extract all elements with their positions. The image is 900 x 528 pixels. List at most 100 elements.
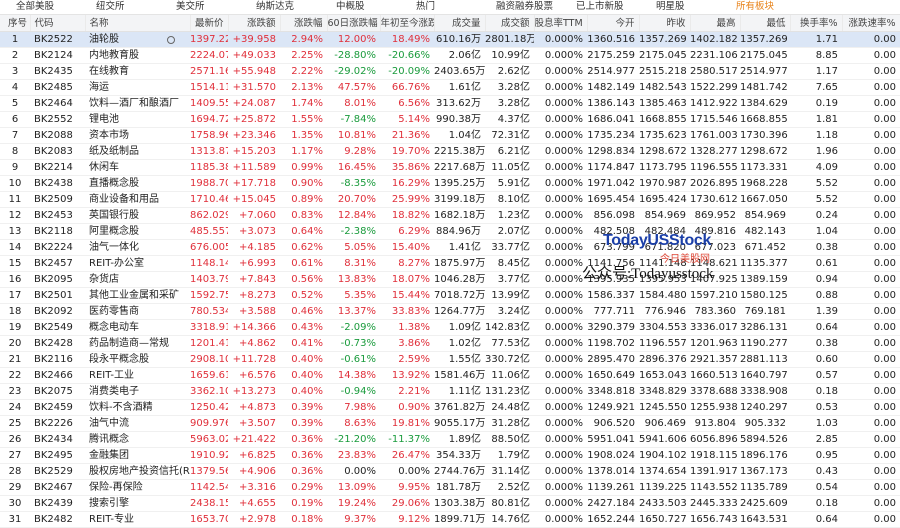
table-cell: -20.66%	[380, 47, 434, 64]
tab[interactable]: 已上市新股	[576, 1, 624, 12]
table-row[interactable]: 18 BK2092 医药零售商 780.534 +3.588 0.46% 13.37% 33.…	[0, 303, 900, 320]
row-icon[interactable]	[167, 36, 175, 44]
table-cell: 13.92%	[380, 367, 434, 384]
tab[interactable]: 中概股	[336, 1, 365, 12]
column-header[interactable]: 最低	[740, 15, 791, 32]
table-row[interactable]: 21BK2116段永平概念股2908.104+11.7280.40%-0.61%…	[0, 351, 900, 368]
table-row[interactable]: 22BK2466REIT-工业1659.619+6.5760.40%14.38%…	[0, 367, 900, 384]
table-row[interactable]: 28BK2529股权房地产投资信托(REIT1379.560+4.9060.36…	[0, 463, 900, 480]
table-cell: 1303.38万	[434, 495, 485, 512]
table-cell: +14.366	[228, 319, 280, 336]
table-row[interactable]: 13 BK2118 阿里概念股 485.557 +3.073 0.64% -2.38% 6.2…	[0, 223, 900, 240]
table-row[interactable]: 14 BK2224 油气一体化 676.005 +4.185 0.62% 5.05% 15.4…	[0, 239, 900, 256]
table-row[interactable]: 16BK2095杂货店1403.796+7.8430.56%13.83%18.0…	[0, 271, 900, 288]
tab[interactable]: 纳斯达克	[256, 1, 295, 12]
table-row[interactable]: 4BK2485海运1514.113+31.5702.13%47.57%66.76…	[0, 79, 900, 96]
table-row[interactable]: 25 BK2226 油气中流 909.976 +3.507 0.39% 8.63% 19.81…	[0, 415, 900, 432]
table-cell: 搜索引擎	[85, 495, 190, 512]
table-row[interactable]: 20BK2428药品制造商—常规1201.419+4.8620.41%-0.73…	[0, 335, 900, 352]
column-header[interactable]: 涨跌额	[228, 15, 281, 32]
table-cell: 0.000%	[534, 511, 587, 528]
table-row[interactable]: 5BK2464饮料—酒厂和酿酒厂1409.550+24.0871.74%8.01…	[0, 95, 900, 112]
table-cell: 1374.654	[639, 463, 690, 480]
table-cell: 0.000%	[534, 255, 587, 272]
table-cell: 2224.078	[190, 47, 228, 64]
table-cell: 1668.855	[740, 111, 790, 128]
column-header[interactable]: 年初至今涨跌	[380, 15, 435, 32]
table-cell: 资本市场	[85, 127, 190, 144]
table-row[interactable]: 1BK2522油轮股1397.227+39.9582.94%12.00%18.4…	[0, 31, 900, 48]
table-cell: 12	[0, 207, 30, 224]
table-cell: 9	[0, 159, 30, 176]
column-header[interactable]: 今开	[587, 15, 640, 32]
table-cell: +55.948	[228, 63, 280, 80]
table-row[interactable]: 27BK2495金融集团1910.927+6.8250.36%23.83%26.…	[0, 447, 900, 464]
column-header[interactable]: 序号	[0, 15, 31, 32]
table-cell: 0.62%	[280, 239, 327, 256]
table-cell: BK2453	[30, 207, 85, 224]
table-row[interactable]: 6BK2552锂电池1694.727+25.8721.55%-7.84%5.14…	[0, 111, 900, 128]
column-header[interactable]: 成交额	[485, 15, 535, 32]
table-cell: 1328.277	[690, 143, 740, 160]
table-row[interactable]: 9BK2214休闲车1185.384+11.5890.99%16.45%35.8…	[0, 159, 900, 176]
table-cell: 1659.619	[190, 367, 228, 384]
tab[interactable]: 融资融券股票	[496, 1, 554, 12]
table-row[interactable]: 29BK2467保险-再保险1142.541+3.3160.29%13.09%9…	[0, 479, 900, 496]
table-row[interactable]: 23BK2075消费类电子3362.102+13.2730.40%-0.94%2…	[0, 383, 900, 400]
table-row[interactable]: 7BK2088资本市场1758.969+23.3461.35%10.81%21.…	[0, 127, 900, 144]
table-cell: +15.045	[228, 191, 280, 208]
table-cell: 1.55亿	[434, 351, 485, 368]
table-cell: 0.61%	[280, 255, 327, 272]
table-cell: +4.185	[228, 239, 280, 256]
tab[interactable]: 热门	[416, 1, 436, 12]
table-cell: 1586.337	[587, 287, 639, 304]
tab[interactable]: 纽交所	[96, 1, 125, 12]
column-header[interactable]: 60日涨跌幅	[327, 15, 381, 32]
table-cell: 7.65	[790, 79, 842, 96]
table-cell: 0.00	[842, 79, 900, 96]
tab[interactable]: 明星股	[656, 1, 685, 12]
tab[interactable]: 全部美股	[16, 1, 55, 12]
table-cell: 1384.629	[740, 95, 790, 112]
column-header[interactable]: 名称	[85, 15, 191, 32]
table-row[interactable]: 17BK2501其他工业金属和采矿1592.753+8.2730.52%5.35…	[0, 287, 900, 304]
table-row[interactable]: 26BK2434腾讯概念5963.028+21.4220.36%-21.20%-…	[0, 431, 900, 448]
tab[interactable]: 美交所	[176, 1, 205, 12]
table-cell: 1908.024	[587, 447, 639, 464]
table-cell: 1650.727	[639, 511, 690, 528]
column-header[interactable]: 涨跌速率%	[842, 15, 900, 32]
table-row[interactable]: 12 BK2453 英国银行股 862.029 +7.060 0.83% 12.84% 18.…	[0, 207, 900, 224]
column-header[interactable]: 涨跌幅	[280, 15, 328, 32]
table-cell: 1143.552	[690, 479, 740, 496]
table-cell: 药品制造商—常规	[85, 335, 190, 352]
table-row[interactable]: 10BK2438直播概念股1988.705+17.7180.90%-8.35%1…	[0, 175, 900, 192]
table-cell: 2403.65万	[434, 63, 485, 80]
column-header[interactable]: 换手率%	[790, 15, 843, 32]
table-cell: 1185.384	[190, 159, 228, 176]
table-row[interactable]: 31BK2482REIT-专业1653.705+2.9780.18%9.37%9…	[0, 511, 900, 528]
column-header[interactable]: 代码	[30, 15, 86, 32]
table-cell: 2.07亿	[485, 223, 534, 240]
table-cell: REIT-工业	[85, 367, 190, 384]
column-header[interactable]: 成交量	[434, 15, 486, 32]
column-header[interactable]: 最新价	[190, 15, 229, 32]
table-cell: 1.35%	[280, 127, 327, 144]
tab[interactable]: 所有板块	[736, 1, 775, 12]
table-row[interactable]: 11BK2509商业设备和用品1710.469+15.0450.89%20.70…	[0, 191, 900, 208]
table-row[interactable]: 2BK2124内地教育股2224.078+49.0332.25%-28.80%-…	[0, 47, 900, 64]
table-cell: 2895.470	[587, 351, 639, 368]
column-header[interactable]: 最高	[690, 15, 741, 32]
column-header[interactable]: 股息率TTM	[534, 15, 588, 32]
table-cell: 6.21亿	[485, 143, 534, 160]
table-cell: 29	[0, 479, 30, 496]
column-header[interactable]: 昨收	[639, 15, 691, 32]
table-row[interactable]: 3BK2435在线教育2571.166+55.9482.22%-29.02%-2…	[0, 63, 900, 80]
table-row[interactable]: 15BK2457REIT-办公室1148.141+6.9930.61%8.31%…	[0, 255, 900, 272]
table-cell: 29.06%	[380, 495, 434, 512]
table-cell: 9055.17万	[434, 415, 485, 432]
table-cell: 20.70%	[327, 191, 380, 208]
table-row[interactable]: 8BK2083纸及纸制品1313.875+15.2031.17%9.28%19.…	[0, 143, 900, 160]
table-row[interactable]: 24BK2459饮料-不含酒精1250.423+4.8730.39%7.98%0…	[0, 399, 900, 416]
table-row[interactable]: 19BK2549概念电动车3318.919+14.3660.43%-2.09%1…	[0, 319, 900, 336]
table-row[interactable]: 30BK2439搜索引擎2438.158+4.6550.19%19.24%29.…	[0, 495, 900, 512]
